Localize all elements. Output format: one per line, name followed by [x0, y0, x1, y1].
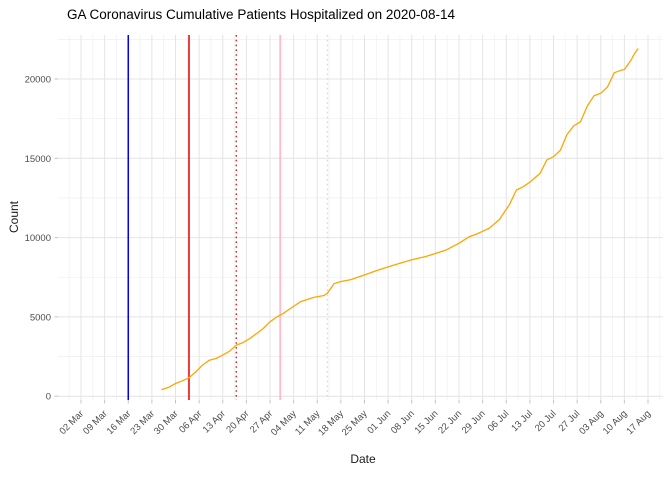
y-tick-label: 20000 — [25, 75, 51, 86]
y-tick-label: 10000 — [25, 233, 51, 244]
x-tick-label: 20 Jul — [533, 408, 559, 434]
x-tick-label: 13 Jul — [509, 408, 535, 434]
x-tick-label: 15 Jun — [413, 408, 441, 436]
x-tick-label: 17 Aug — [624, 408, 653, 437]
x-tick-label: 13 Apr — [201, 408, 228, 435]
x-tick-label: 02 Mar — [57, 408, 86, 437]
x-tick-label: 16 Mar — [105, 408, 134, 437]
x-tick-label: 04 May — [269, 408, 299, 438]
x-tick-label: 06 Apr — [177, 408, 204, 435]
y-tick-label: 0 — [46, 392, 51, 403]
x-tick-label: 18 May — [316, 408, 346, 438]
x-tick-label: 20 Apr — [224, 408, 251, 435]
x-tick-label: 29 Jun — [460, 408, 488, 436]
x-tick-label: 08 Jun — [389, 408, 417, 436]
x-tick-label: 01 Jun — [365, 408, 393, 436]
x-tick-label: 22 Jun — [436, 408, 464, 436]
chart-title: GA Coronavirus Cumulative Patients Hospi… — [67, 7, 455, 22]
x-tick-label: 25 May — [340, 408, 370, 438]
y-tick-label: 15000 — [25, 154, 51, 165]
x-tick-label: 23 Mar — [128, 408, 157, 437]
x-tick-label: 09 Mar — [81, 408, 110, 437]
x-tick-label: 10 Aug — [601, 408, 630, 437]
series-cumulative-patients-hospitalized — [161, 48, 639, 391]
y-tick-label: 5000 — [30, 312, 51, 323]
x-tick-label: 03 Aug — [577, 408, 606, 437]
x-tick-label: 30 Mar — [152, 408, 181, 437]
x-tick-label: 06 Jul — [486, 408, 512, 434]
x-axis-title: Date — [350, 452, 376, 466]
